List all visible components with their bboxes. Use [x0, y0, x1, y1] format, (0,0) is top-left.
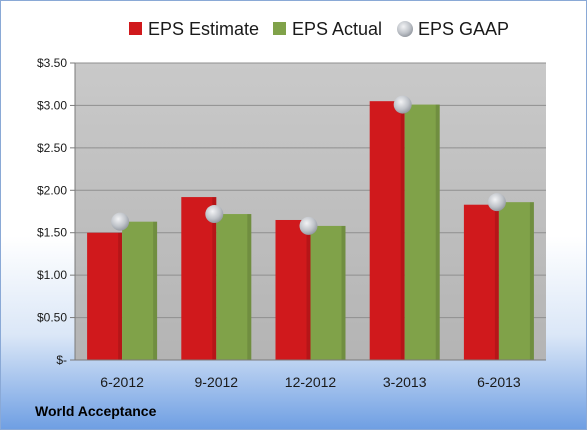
- marker-eps-gaap-12-2012: [299, 216, 318, 235]
- y-tick-label: $3.00: [37, 98, 67, 112]
- y-axis: $- $0.50 $1.00 $1.50 $2.00 $2.50 $3.00 $3.50: [37, 56, 76, 367]
- marker-eps-gaap-6-2013: [487, 193, 506, 212]
- marker-eps-gaap-6-2012: [111, 212, 130, 231]
- bar-eps-actual-12-2012: [310, 225, 346, 360]
- bar-eps-actual-6-2012: [122, 221, 158, 360]
- y-tick-label: $2.00: [37, 183, 67, 197]
- legend-marker: [397, 21, 413, 37]
- legend-item-eps-gaap: EPS GAAP: [397, 19, 509, 39]
- bar-shade: [212, 197, 217, 360]
- gaap-markers: [111, 95, 506, 235]
- marker-eps-gaap-3-2013: [393, 95, 412, 114]
- legend: EPS Estimate EPS Actual EPS GAAP: [129, 19, 509, 39]
- y-tick-label: $-: [56, 353, 67, 367]
- bar-eps-estimate-12-2012: [275, 219, 311, 360]
- x-tick-label: 9-2012: [195, 374, 239, 390]
- bar-eps-estimate-3-2013: [369, 101, 405, 360]
- legend-label: EPS Estimate: [148, 19, 259, 39]
- bar-eps-estimate-6-2012: [87, 232, 123, 360]
- company-label: World Acceptance: [35, 403, 157, 419]
- x-axis: 6-2012 9-2012 12-2012 3-2013 6-2013: [75, 359, 546, 390]
- x-tick-label: 3-2013: [383, 374, 427, 390]
- bar-shade: [247, 214, 252, 360]
- legend-label: EPS Actual: [292, 19, 382, 39]
- legend-swatch: [129, 22, 142, 35]
- y-tick-label: $1.50: [37, 226, 67, 240]
- bar-shade: [306, 219, 311, 360]
- bar-eps-estimate-6-2013: [463, 204, 499, 360]
- x-tick-label: 6-2013: [477, 374, 521, 390]
- bar-eps-actual-9-2012: [216, 214, 252, 360]
- bar-shade: [118, 232, 123, 360]
- marker-eps-gaap-9-2012: [205, 205, 224, 224]
- bars: [87, 101, 534, 360]
- bar-eps-actual-6-2013: [498, 202, 534, 360]
- bar-shade: [435, 104, 440, 360]
- bar-shade: [494, 204, 499, 360]
- x-tick-label: 6-2012: [100, 374, 144, 390]
- legend-item-eps-actual: EPS Actual: [273, 19, 382, 39]
- bar-eps-estimate-9-2012: [181, 197, 217, 360]
- bar-shade: [153, 221, 158, 360]
- bar-eps-actual-3-2013: [404, 104, 440, 360]
- y-tick-label: $1.00: [37, 268, 67, 282]
- y-tick-label: $0.50: [37, 311, 67, 325]
- bar-shade: [341, 225, 346, 360]
- legend-label: EPS GAAP: [418, 19, 509, 39]
- y-tick-label: $3.50: [37, 56, 67, 70]
- legend-swatch: [273, 22, 286, 35]
- bar-shade: [400, 101, 405, 360]
- y-tick-label: $2.50: [37, 141, 67, 155]
- x-tick-label: 12-2012: [285, 374, 337, 390]
- bar-shade: [529, 202, 534, 360]
- legend-item-eps-estimate: EPS Estimate: [129, 19, 259, 39]
